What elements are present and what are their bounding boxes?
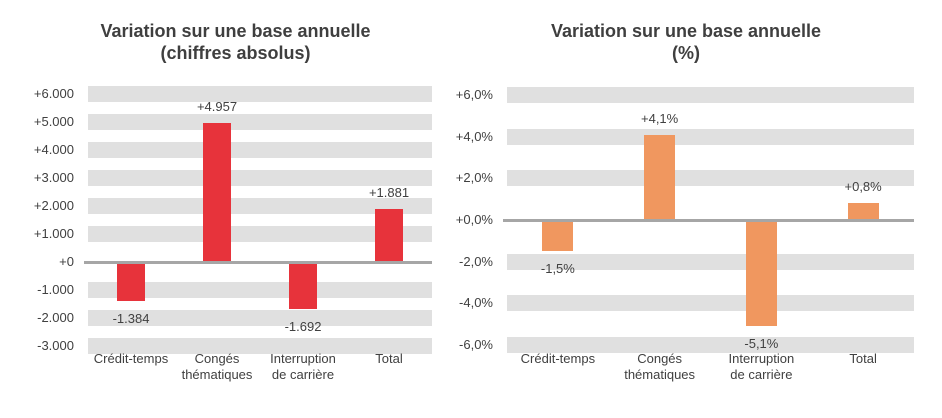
bar bbox=[289, 262, 317, 310]
category-label: Crédit-temps bbox=[76, 351, 186, 367]
gridline-stripe bbox=[88, 198, 432, 214]
bar bbox=[117, 262, 145, 301]
chart-title-percent-line1: Variation sur une base annuelle bbox=[550, 21, 822, 41]
value-label: +0,8% bbox=[844, 179, 882, 195]
category-label-line: thématiques bbox=[181, 367, 253, 382]
category-label: Total bbox=[808, 351, 918, 367]
chart-title-absolute-line1: Variation sur une base annuelle bbox=[100, 21, 371, 41]
category-label: Interruption de carrière bbox=[706, 351, 816, 383]
zero-axis-line bbox=[84, 261, 432, 264]
y-tick-label: +1.000 bbox=[33, 226, 74, 241]
category-label-line: thématiques bbox=[624, 367, 696, 382]
bar bbox=[203, 123, 231, 262]
y-tick-label: -4,0% bbox=[459, 295, 493, 311]
y-tick-label: -6,0% bbox=[459, 336, 493, 352]
category-label: Total bbox=[334, 351, 444, 367]
y-tick-label: -3.000 bbox=[37, 338, 74, 353]
category-label-line: de carrière bbox=[730, 367, 793, 382]
bar bbox=[644, 134, 676, 220]
category-label-line: Total bbox=[375, 351, 403, 366]
gridline-stripe bbox=[88, 86, 432, 102]
category-label-line: Interruption bbox=[728, 351, 795, 366]
y-tick-label: +0 bbox=[59, 254, 74, 269]
value-label: +4,1% bbox=[641, 110, 679, 126]
y-tick-label: +5.000 bbox=[33, 114, 74, 129]
category-label-line: de carrière bbox=[271, 367, 335, 382]
category-label-line: Congés bbox=[637, 351, 683, 366]
y-tick-label: -2.000 bbox=[37, 310, 74, 325]
zero-axis-line bbox=[503, 219, 914, 222]
y-tick-label: +0,0% bbox=[455, 212, 493, 227]
gridline-stripe bbox=[507, 295, 914, 312]
category-label-line: Congés bbox=[194, 351, 240, 366]
gridline-stripe bbox=[507, 336, 914, 353]
y-tick-label: +6.000 bbox=[33, 86, 74, 101]
gridline-stripe bbox=[507, 170, 914, 187]
value-label: -1,5% bbox=[540, 261, 575, 277]
value-label: -1.384 bbox=[112, 310, 150, 326]
category-label-line: Crédit-temps bbox=[520, 351, 596, 366]
y-tick-label: +4,0% bbox=[455, 128, 493, 144]
gridline-stripe bbox=[88, 338, 432, 354]
y-tick-label: -1.000 bbox=[37, 282, 74, 297]
category-label-line: Interruption bbox=[270, 351, 336, 366]
value-label: +4.957 bbox=[196, 99, 238, 115]
category-label: Congés thématiques bbox=[162, 351, 272, 383]
gridline-stripe bbox=[88, 282, 432, 298]
category-label: Interruption de carrière bbox=[248, 351, 358, 383]
y-tick-label: -2,0% bbox=[459, 253, 493, 269]
category-label: Crédit-temps bbox=[503, 351, 613, 367]
chart-title-percent: Variation sur une base annuelle (%) bbox=[471, 20, 901, 64]
value-label: -1.692 bbox=[284, 319, 322, 335]
value-label: +1.881 bbox=[368, 185, 410, 201]
gridline-stripe bbox=[88, 170, 432, 186]
chart-title-percent-line2: (%) bbox=[672, 43, 700, 63]
category-label: Congés thématiques bbox=[605, 351, 715, 383]
gridline-stripe bbox=[507, 87, 914, 104]
y-tick-label: +2.000 bbox=[33, 198, 74, 213]
gridline-stripe bbox=[88, 226, 432, 242]
bar bbox=[745, 220, 777, 327]
gridline-stripe bbox=[507, 253, 914, 270]
y-tick-label: +4.000 bbox=[33, 142, 74, 157]
bar bbox=[375, 209, 403, 262]
bar bbox=[847, 203, 879, 220]
y-tick-label: +3.000 bbox=[33, 170, 74, 185]
chart-title-absolute: Variation sur une base annuelle (chiffre… bbox=[0, 20, 471, 64]
value-label: -5,1% bbox=[744, 336, 779, 352]
bar bbox=[542, 220, 574, 252]
chart-title-absolute-line2: (chiffres absolus) bbox=[160, 43, 311, 63]
gridline-stripe bbox=[88, 142, 432, 158]
gridline-stripe bbox=[88, 310, 432, 326]
y-tick-label: +6,0% bbox=[455, 87, 493, 103]
gridline-stripe bbox=[88, 114, 432, 130]
category-label-line: Crédit-temps bbox=[93, 351, 169, 366]
category-label-line: Total bbox=[849, 351, 877, 366]
y-tick-label: +2,0% bbox=[455, 170, 493, 186]
gridline-stripe bbox=[507, 128, 914, 145]
